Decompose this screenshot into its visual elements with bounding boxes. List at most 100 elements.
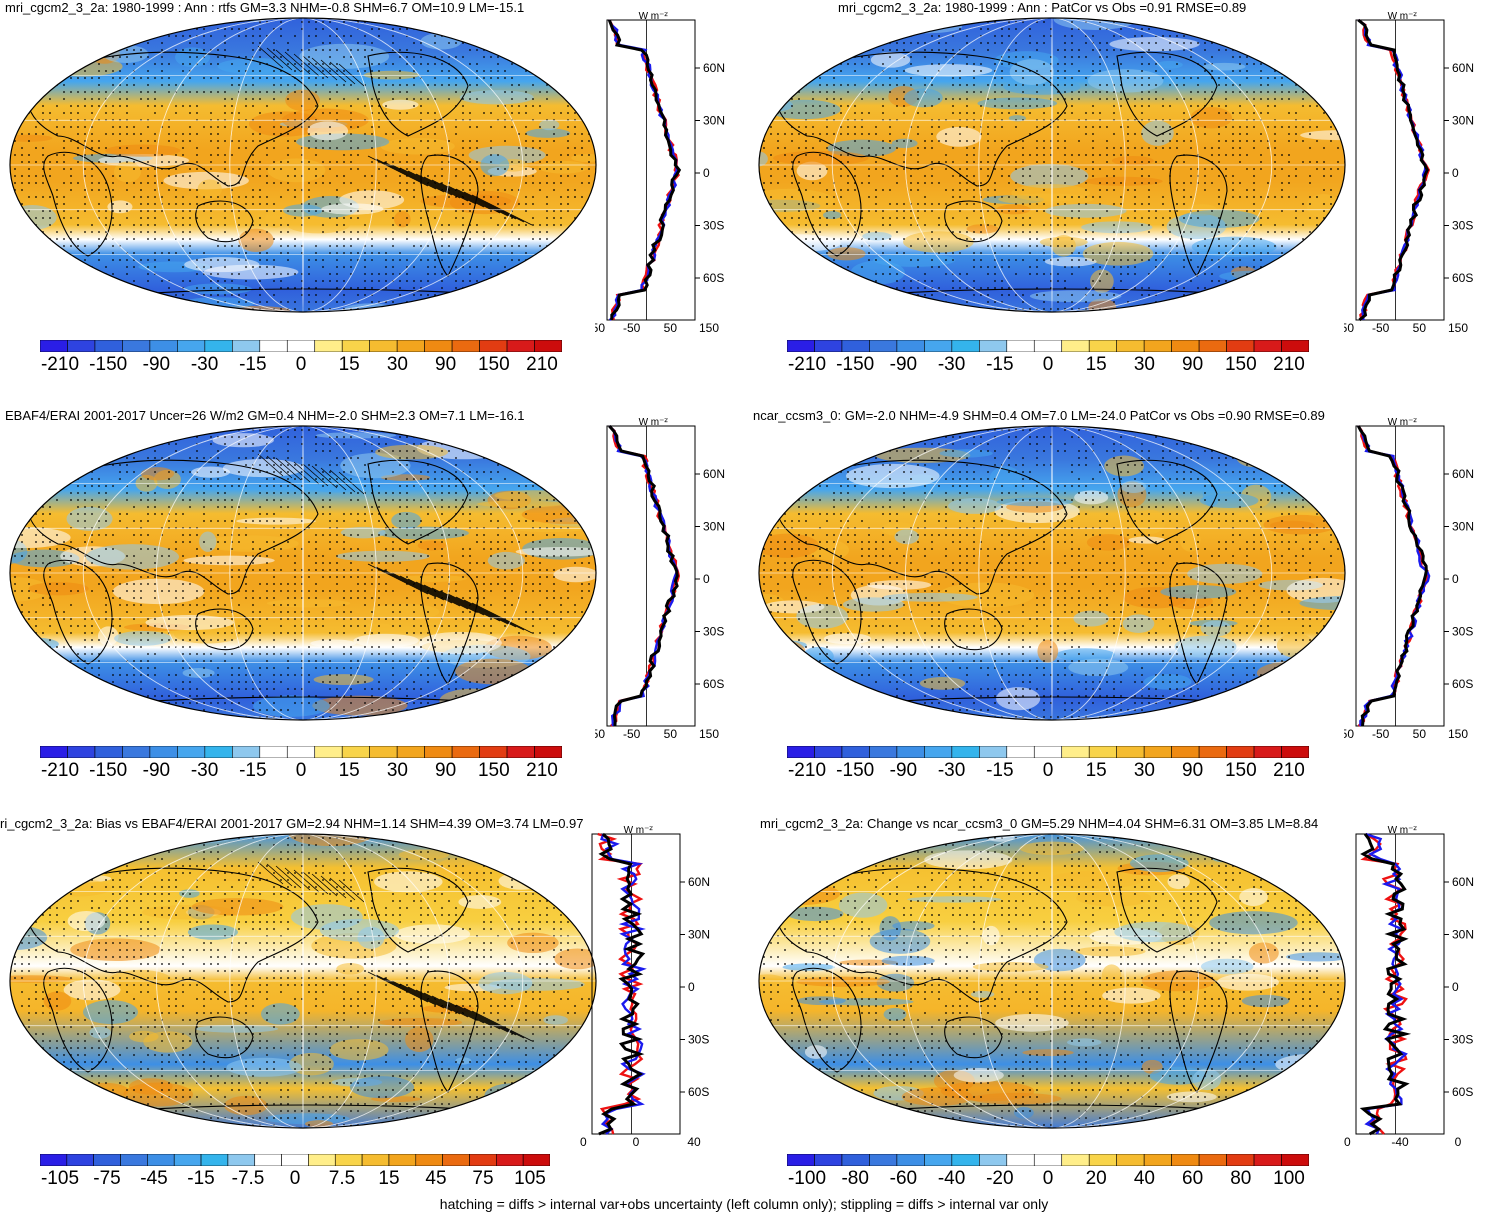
- lat-tick-label: 60S: [1452, 271, 1473, 285]
- colorbar-label: 15: [378, 1168, 400, 1189]
- lat-tick-label: 60S: [1452, 1085, 1473, 1099]
- colorbar-swatch: [341, 340, 370, 352]
- profile-line-black: [607, 19, 682, 320]
- colorbar-label: -15: [986, 354, 1014, 375]
- lat-tick-label: 60N: [703, 61, 725, 75]
- colorbar-swatch: [1281, 340, 1309, 352]
- hatching: [257, 45, 533, 226]
- zonal-profile: W m⁻² 60N 30N 0 30S 60S -150 -50 50 150: [595, 418, 725, 738]
- colorbar-label: 30: [386, 760, 408, 781]
- lat-tick-label: 30N: [1452, 114, 1474, 128]
- profile-xtick-label: 150: [699, 321, 719, 332]
- colorbar-swatch: [204, 746, 233, 758]
- world-map: [758, 17, 1346, 313]
- colorbar-swatch: [40, 1154, 68, 1166]
- colorbar-label: 0: [289, 1168, 301, 1189]
- world-map: [9, 425, 597, 721]
- lat-tick-label: 30S: [1452, 1033, 1473, 1047]
- panel-title: mri_cgcm2_3_2a: Change vs ncar_ccsm3_0 G…: [760, 816, 1319, 831]
- colorbar-swatch: [308, 1154, 336, 1166]
- panel-title: mri_cgcm2_3_2a: 1980-1999 : Ann : PatCor…: [838, 0, 1247, 15]
- colorbar-swatch: [1226, 340, 1255, 352]
- colorbar-label: -210: [787, 760, 827, 781]
- colorbar-swatch: [1198, 746, 1227, 758]
- colorbar-swatch: [424, 746, 453, 758]
- colorbar-swatch: [1006, 1154, 1035, 1166]
- colorbar-swatch: [120, 1154, 148, 1166]
- colorbar-label: 0: [295, 760, 307, 781]
- colorbar-swatch: [1281, 746, 1309, 758]
- world-map: [9, 17, 597, 313]
- profile-xtick-label: -50: [623, 727, 641, 738]
- lat-tick-label: 0: [688, 980, 695, 994]
- colorbar-swatch: [506, 340, 535, 352]
- colorbar-swatch: [1198, 1154, 1227, 1166]
- colorbar-label: -7.5: [231, 1168, 265, 1189]
- colorbar-swatch: [286, 746, 316, 758]
- profile-line-red: [608, 19, 681, 321]
- colorbar-swatch: [369, 340, 398, 352]
- lat-tick-label: 60N: [688, 875, 710, 889]
- lat-tick-label: 30N: [703, 520, 725, 534]
- colorbar-swatch: [40, 340, 68, 352]
- colorbar-swatch: [1253, 746, 1282, 758]
- colorbar-label: 90: [1182, 354, 1204, 375]
- colorbar-swatch: [787, 746, 815, 758]
- colorbar-swatch: [1171, 340, 1200, 352]
- lat-tick-label: 30N: [703, 114, 725, 128]
- colorbar-swatch: [979, 1154, 1008, 1166]
- colorbar-swatch: [1088, 340, 1117, 352]
- colorbar-swatch: [522, 1154, 550, 1166]
- graticule: [10, 426, 596, 720]
- colorbar-swatch: [1033, 340, 1063, 352]
- colorbar-swatch: [496, 1154, 524, 1166]
- profile-line-blue: [1364, 832, 1408, 1135]
- colorbar: [40, 340, 562, 352]
- lat-tick-label: 60S: [703, 677, 724, 691]
- colorbar: [40, 1154, 550, 1166]
- hatching: [257, 861, 533, 1042]
- profile-xtick-label: -40: [580, 1135, 587, 1146]
- profile-line-blue: [1357, 425, 1431, 727]
- colorbar-label: 0: [1042, 354, 1054, 375]
- colorbar-label: 30: [386, 354, 408, 375]
- colorbar-label: -15: [239, 760, 267, 781]
- colorbar-swatch: [415, 1154, 443, 1166]
- profile-unit: W m⁻²: [639, 418, 669, 428]
- colorbar-swatch: [1088, 1154, 1117, 1166]
- colorbar-swatch: [67, 746, 96, 758]
- colorbar-swatch: [1116, 1154, 1145, 1166]
- lat-tick-label: 0: [1452, 980, 1459, 994]
- map-border: [9, 17, 597, 313]
- profile-xtick-label: 0: [633, 1135, 640, 1146]
- zonal-profile: W m⁻² 60N 30N 0 30S 60S -40 0 40: [580, 826, 710, 1146]
- colorbar-swatch: [869, 340, 898, 352]
- colorbar-label: -150: [836, 760, 875, 781]
- colorbar-swatch: [1061, 1154, 1090, 1166]
- colorbar-swatch: [787, 340, 815, 352]
- lat-tick-label: 30N: [1452, 520, 1474, 534]
- colorbar-swatch: [424, 340, 453, 352]
- colorbar-swatch: [1226, 746, 1255, 758]
- colorbar-swatch: [94, 746, 123, 758]
- colorbar-swatch: [951, 746, 980, 758]
- lat-tick-label: 60N: [1452, 467, 1474, 481]
- colorbar-label: -90: [142, 354, 171, 375]
- lat-tick-label: 0: [1452, 572, 1459, 586]
- colorbar-label: -75: [93, 1168, 121, 1189]
- colorbar-swatch: [1226, 1154, 1255, 1166]
- colorbar-swatch: [177, 340, 206, 352]
- colorbar-swatch: [396, 340, 425, 352]
- colorbar-label: 150: [1224, 760, 1257, 781]
- colorbar-swatch: [814, 746, 843, 758]
- colorbar-swatch: [979, 746, 1008, 758]
- colorbar-label: -30: [190, 760, 219, 781]
- colorbar-swatch: [204, 340, 233, 352]
- profile-xtick-label: 50: [664, 727, 678, 738]
- colorbar-swatch: [1006, 340, 1035, 352]
- colorbar-swatch: [149, 340, 178, 352]
- graticule: [10, 18, 596, 312]
- colorbar-label: 210: [526, 354, 558, 375]
- colorbar-label: 80: [1230, 1168, 1252, 1189]
- colorbar-label: -30: [190, 354, 219, 375]
